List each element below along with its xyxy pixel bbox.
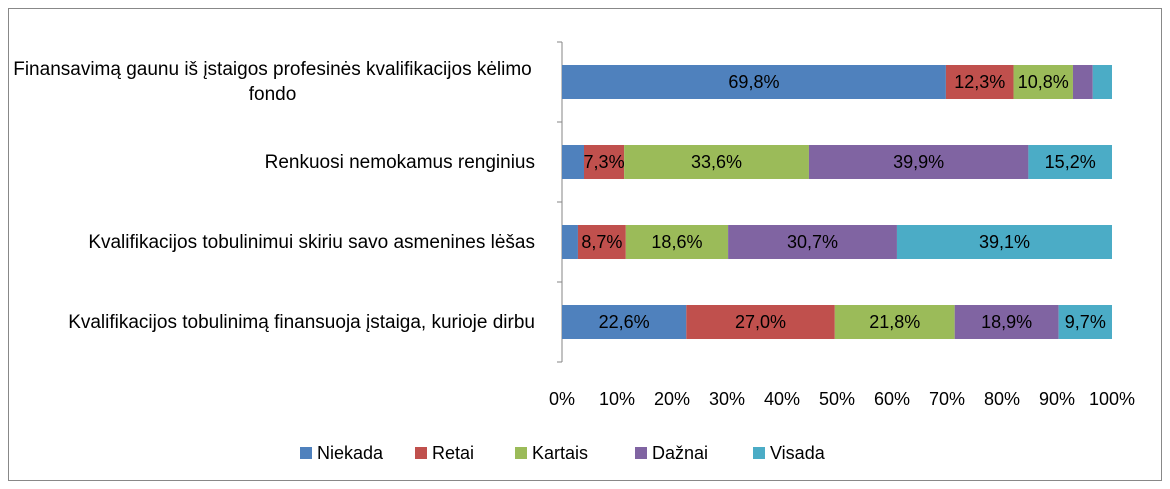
- value-label: 33,6%: [691, 152, 742, 172]
- value-label: 39,9%: [893, 152, 944, 172]
- x-tick-label: 10%: [599, 389, 635, 409]
- category-text: Kvalifikacijos tobulinimui skiriu savo a…: [88, 231, 535, 253]
- value-label: 10,8%: [1018, 72, 1069, 92]
- value-label: 18,6%: [651, 232, 702, 252]
- bar-segment: [954, 305, 1059, 339]
- bar-segment: [577, 225, 626, 259]
- x-tick-label: 50%: [819, 389, 855, 409]
- bar-segment: [562, 145, 584, 179]
- legend-label: Niekada: [317, 443, 384, 463]
- bar-segment: [1072, 65, 1093, 99]
- x-tick-label: 70%: [929, 389, 965, 409]
- x-tick-label: 90%: [1039, 389, 1075, 409]
- bar-segment: [945, 65, 1014, 99]
- bar-segment: [1092, 65, 1112, 99]
- category-text: Finansavimą gaunu iš įstaigos profesinės…: [13, 59, 532, 105]
- bar-segment: [625, 225, 729, 259]
- value-label: 30,7%: [787, 232, 838, 252]
- category-text: Kvalifikacijos tobulinimą finansuoja įst…: [68, 311, 535, 333]
- value-label: 39,1%: [979, 232, 1030, 252]
- x-tick-label: 80%: [984, 389, 1020, 409]
- bar-segment: [808, 145, 1029, 179]
- bar-segment: [624, 145, 809, 179]
- category-label: Kvalifikacijos tobulinimui skiriu savo a…: [10, 202, 535, 282]
- value-label: 69,8%: [728, 72, 779, 92]
- legend-swatch: [300, 447, 312, 459]
- value-label: 21,8%: [869, 312, 920, 332]
- bar-segment: [562, 305, 687, 339]
- category-label: Finansavimą gaunu iš įstaigos profesinės…: [10, 42, 535, 122]
- bar-segment: [686, 305, 835, 339]
- legend-label: Visada: [770, 443, 826, 463]
- x-tick-label: 0%: [549, 389, 575, 409]
- bar-segment: [562, 225, 578, 259]
- value-label: 22,6%: [599, 312, 650, 332]
- legend-label: Dažnai: [652, 443, 708, 463]
- bar-segment: [1013, 65, 1073, 99]
- legend-swatch: [753, 447, 765, 459]
- x-tick-label: 100%: [1089, 389, 1135, 409]
- value-label: 12,3%: [954, 72, 1005, 92]
- bar-segment: [1058, 305, 1112, 339]
- value-label: 27,0%: [735, 312, 786, 332]
- category-label: Renkuosi nemokamus renginius: [10, 122, 535, 202]
- legend-label: Kartais: [532, 443, 588, 463]
- x-tick-label: 20%: [654, 389, 690, 409]
- legend-swatch: [515, 447, 527, 459]
- bar-segment: [728, 225, 897, 259]
- bar-segment: [1028, 145, 1112, 179]
- bar-segment: [562, 65, 946, 99]
- value-label: 18,9%: [981, 312, 1032, 332]
- bar-segment: [834, 305, 955, 339]
- category-label: Kvalifikacijos tobulinimą finansuoja įst…: [10, 282, 535, 362]
- value-label: 8,7%: [581, 232, 622, 252]
- value-label: 15,2%: [1045, 152, 1096, 172]
- legend-swatch: [635, 447, 647, 459]
- value-label: 7,3%: [584, 152, 625, 172]
- x-tick-label: 60%: [874, 389, 910, 409]
- bar-segment: [896, 225, 1112, 259]
- x-tick-label: 40%: [764, 389, 800, 409]
- bar-segment: [584, 145, 625, 179]
- x-tick-label: 30%: [709, 389, 745, 409]
- legend-label: Retai: [432, 443, 474, 463]
- category-text: Renkuosi nemokamus renginius: [264, 151, 535, 173]
- legend-swatch: [415, 447, 427, 459]
- value-label: 9,7%: [1065, 312, 1106, 332]
